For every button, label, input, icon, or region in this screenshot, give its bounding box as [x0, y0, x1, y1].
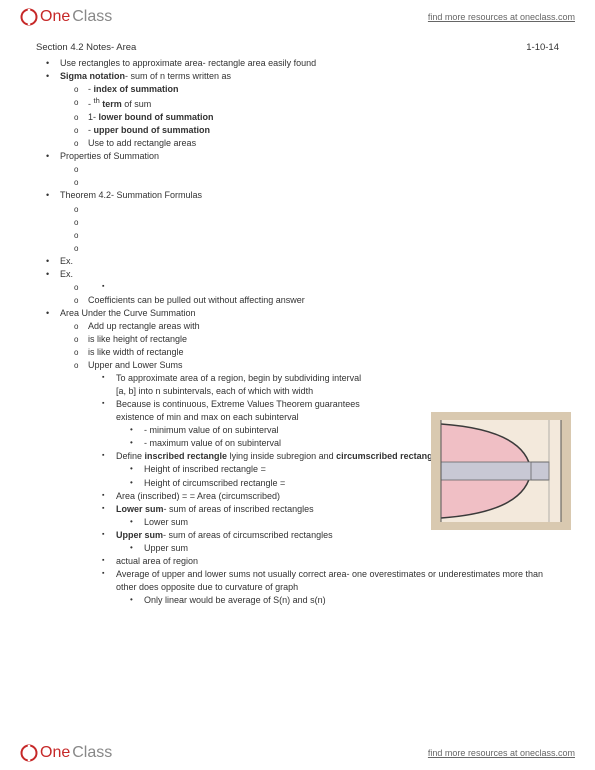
footer: OneClass find more resources at oneclass…: [0, 736, 595, 770]
brand-logo-footer: OneClass: [20, 744, 112, 762]
curve-figure: [431, 412, 571, 530]
list-item: Only linear would be average of S(n) and…: [116, 594, 559, 607]
brand-icon: [20, 8, 38, 26]
text: Area Under the Curve Summation: [60, 308, 196, 318]
list-item-empty: [60, 281, 559, 294]
resource-link-top[interactable]: find more resources at oneclass.com: [428, 12, 575, 22]
text: Define: [116, 451, 145, 461]
text: Theorem 4.2- Summation Formulas: [60, 190, 202, 200]
term: term: [100, 99, 122, 109]
term: Sigma notation: [60, 71, 125, 81]
list-item: Ex.: [36, 255, 559, 268]
list-item: - th term of sum: [60, 96, 559, 111]
list-item: Theorem 4.2- Summation Formulas: [36, 189, 559, 254]
list-item: is like width of rectangle: [60, 346, 559, 359]
list-item-empty: [60, 242, 559, 255]
text: - sum of areas of inscribed rectangles: [164, 504, 314, 514]
term: Upper sum: [116, 530, 163, 540]
list-item: Ex. Coefficients can be pulled out witho…: [36, 268, 559, 307]
list-item: Sigma notation- sum of n terms written a…: [36, 70, 559, 150]
term: lower bound of summation: [99, 112, 214, 122]
text: Ex.: [60, 269, 73, 279]
resource-link-bottom[interactable]: find more resources at oneclass.com: [428, 748, 575, 758]
list-item: Upper sum- sum of areas of circumscribed…: [88, 529, 559, 555]
list-item-empty: [60, 176, 559, 189]
list-item-empty: [60, 216, 559, 229]
term: inscribed rectangle: [145, 451, 228, 461]
text: Upper and Lower Sums: [88, 360, 183, 370]
text: of sum: [122, 99, 152, 109]
list-item: Upper sum: [116, 542, 559, 555]
list-item-empty: [60, 203, 559, 216]
list-item-empty: [60, 163, 559, 176]
text: - sum of areas of circumscribed rectangl…: [163, 530, 333, 540]
list-item: Coefficients can be pulled out without a…: [60, 294, 559, 307]
term: Lower sum: [116, 504, 164, 514]
brand-class: Class: [72, 744, 112, 762]
list-item: - minimum value of on subinterval: [116, 424, 368, 437]
brand-logo: OneClass: [20, 8, 112, 26]
text: Properties of Summation: [60, 151, 159, 161]
term: circumscribed rectangle: [336, 451, 440, 461]
text: Because is continuous, Extreme Values Th…: [116, 399, 360, 422]
list-item: - upper bound of summation: [60, 124, 559, 137]
list-item-empty: [60, 229, 559, 242]
list-item: 1- lower bound of summation: [60, 111, 559, 124]
section-title: Section 4.2 Notes- Area: [36, 42, 136, 53]
list-item: Properties of Summation: [36, 150, 559, 189]
text: 1-: [88, 112, 99, 122]
title-row: Section 4.2 Notes- Area 1-10-14: [36, 42, 559, 53]
list-item: Use rectangles to approximate area- rect…: [36, 57, 559, 70]
term: index of summation: [94, 84, 179, 94]
brand-class: Class: [72, 8, 112, 26]
list-item: Because is continuous, Extreme Values Th…: [88, 398, 368, 450]
list-item: - maximum value of on subinterval: [116, 437, 368, 450]
list-item: Add up rectangle areas with: [60, 320, 559, 333]
text: - sum of n terms written as: [125, 71, 231, 81]
list-item-empty: [88, 281, 559, 294]
brand-one: One: [40, 8, 70, 26]
list-item: is like height of rectangle: [60, 333, 559, 346]
list-item: Use to add rectangle areas: [60, 137, 559, 150]
list-item: - index of summation: [60, 83, 559, 96]
text: Average of upper and lower sums not usua…: [116, 569, 543, 592]
brand-one: One: [40, 744, 70, 762]
list-item: Average of upper and lower sums not usua…: [88, 568, 559, 607]
list-item: To approximate area of a region, begin b…: [88, 372, 368, 398]
term: upper bound of summation: [94, 125, 211, 135]
text: lying inside subregion and: [227, 451, 336, 461]
brand-icon: [20, 744, 38, 762]
header: OneClass find more resources at oneclass…: [0, 0, 595, 34]
document-content: Section 4.2 Notes- Area 1-10-14 Use rect…: [0, 34, 595, 607]
list-item: actual area of region: [88, 555, 559, 568]
date: 1-10-14: [526, 42, 559, 53]
